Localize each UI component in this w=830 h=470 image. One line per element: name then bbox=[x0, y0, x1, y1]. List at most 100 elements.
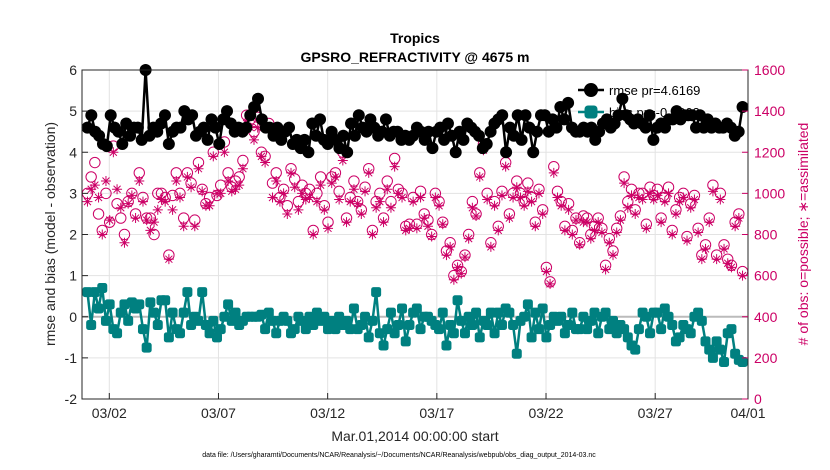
bias-point bbox=[656, 324, 667, 335]
obs-assimilated-point bbox=[371, 202, 382, 213]
bias-point bbox=[163, 332, 174, 343]
obs-assimilated-point bbox=[608, 250, 619, 261]
bias-point bbox=[230, 307, 241, 318]
rmse-point bbox=[209, 121, 222, 134]
obs-assimilated-point bbox=[633, 192, 644, 203]
obs-assimilated-point bbox=[570, 215, 581, 226]
obs-assimilated-point bbox=[533, 188, 544, 199]
bias-point bbox=[145, 297, 156, 308]
rmse-point bbox=[426, 142, 439, 155]
obs-assimilated-point bbox=[552, 192, 563, 203]
obs-assimilated-point bbox=[463, 233, 474, 244]
obs-possible-point bbox=[148, 228, 160, 241]
obs-assimilated-point bbox=[434, 200, 445, 211]
obs-assimilated-point bbox=[115, 202, 126, 213]
obs-assimilated-point bbox=[545, 278, 556, 289]
obs-assimilated-point bbox=[685, 202, 696, 213]
obs-assimilated-point bbox=[582, 217, 593, 228]
y2-tick-label: 400 bbox=[754, 309, 778, 325]
obs-assimilated-point bbox=[137, 196, 148, 207]
obs-assimilated-point bbox=[493, 225, 504, 236]
rmse-point bbox=[240, 121, 253, 134]
legend: rmse pr=4.6169 bias pr=-0.1862 bbox=[578, 83, 700, 120]
rmse-point bbox=[449, 146, 462, 159]
obs-assimilated-point bbox=[630, 208, 641, 219]
rmse-point bbox=[314, 113, 327, 126]
obs-assimilated-point bbox=[645, 188, 656, 199]
rmse-point bbox=[457, 133, 470, 146]
y2-tick-label: 800 bbox=[754, 227, 778, 243]
y-tick-label: 0 bbox=[69, 309, 77, 325]
obs-assimilated-point bbox=[145, 225, 156, 236]
obs-assimilated-point bbox=[319, 204, 330, 215]
obs-assimilated-point bbox=[526, 196, 537, 207]
bias-point bbox=[459, 328, 470, 339]
rmse-point bbox=[639, 121, 652, 134]
obs-assimilated-point bbox=[397, 192, 408, 203]
bias-point bbox=[100, 315, 111, 326]
obs-assimilated-point bbox=[278, 188, 289, 199]
obs-assimilated-point bbox=[726, 262, 737, 273]
obs-assimilated-point bbox=[215, 188, 226, 199]
x-axis-label: Mar.01,2014 00:00:00 start bbox=[331, 428, 498, 444]
obs-assimilated-point bbox=[197, 186, 208, 197]
bias-point bbox=[526, 332, 537, 343]
y2-tick-label: 200 bbox=[754, 350, 778, 366]
obs-assimilated-point bbox=[367, 229, 378, 240]
obs-assimilated-point bbox=[504, 213, 515, 224]
obs-assimilated-point bbox=[733, 213, 744, 224]
rmse-point bbox=[736, 101, 749, 114]
obs-assimilated-point bbox=[589, 225, 600, 236]
obs-assimilated-point bbox=[186, 182, 197, 193]
bias-point bbox=[719, 356, 730, 367]
obs-assimilated-point bbox=[160, 196, 171, 207]
obs-assimilated-point bbox=[282, 208, 293, 219]
bias-point bbox=[389, 328, 400, 339]
bias-point bbox=[556, 311, 567, 322]
rmse-point bbox=[379, 113, 392, 126]
obs-assimilated-point bbox=[130, 213, 141, 224]
bias-point bbox=[174, 328, 185, 339]
y2-tick-label: 1400 bbox=[754, 103, 785, 119]
obs-assimilated-point bbox=[385, 202, 396, 213]
obs-assimilated-point bbox=[252, 122, 263, 133]
y2-tick-label: 600 bbox=[754, 268, 778, 284]
obs-assimilated-point bbox=[382, 184, 393, 195]
obs-assimilated-point bbox=[537, 208, 548, 219]
y-tick-label: -1 bbox=[65, 350, 78, 366]
rmse-point bbox=[162, 138, 175, 151]
obs-assimilated-point bbox=[163, 254, 174, 265]
obs-assimilated-point bbox=[445, 241, 456, 252]
bias-point bbox=[471, 307, 482, 318]
obs-assimilated-point bbox=[559, 225, 570, 236]
obs-assimilated-point bbox=[323, 223, 334, 234]
obs-assimilated-point bbox=[715, 194, 726, 205]
obs-assimilated-point bbox=[408, 196, 419, 207]
bias-point bbox=[141, 342, 152, 353]
obs-assimilated-point bbox=[467, 202, 478, 213]
obs-assimilated-point bbox=[204, 200, 215, 211]
obs-assimilated-point bbox=[519, 200, 530, 211]
obs-assimilated-point bbox=[274, 196, 285, 207]
rmse-point bbox=[302, 146, 315, 159]
obs-assimilated-point bbox=[678, 192, 689, 203]
x-tick-label: 03/22 bbox=[528, 405, 563, 421]
obs-group bbox=[81, 109, 749, 289]
obs-assimilated-point bbox=[719, 243, 730, 254]
obs-assimilated-point bbox=[682, 235, 693, 246]
obs-assimilated-point bbox=[656, 217, 667, 228]
bias-point bbox=[348, 303, 359, 314]
bias-point bbox=[437, 307, 448, 318]
obs-assimilated-point bbox=[393, 188, 404, 199]
obs-assimilated-point bbox=[89, 180, 100, 191]
obs-assimilated-point bbox=[704, 217, 715, 228]
obs-assimilated-point bbox=[108, 147, 119, 158]
bias-point bbox=[152, 319, 163, 330]
rmse-point bbox=[647, 133, 660, 146]
bias-point bbox=[404, 319, 415, 330]
bias-point bbox=[223, 299, 234, 310]
obs-assimilated-point bbox=[363, 167, 374, 178]
rmse-point bbox=[531, 125, 544, 138]
obs-assimilated-point bbox=[141, 215, 152, 226]
obs-assimilated-point bbox=[256, 151, 267, 162]
